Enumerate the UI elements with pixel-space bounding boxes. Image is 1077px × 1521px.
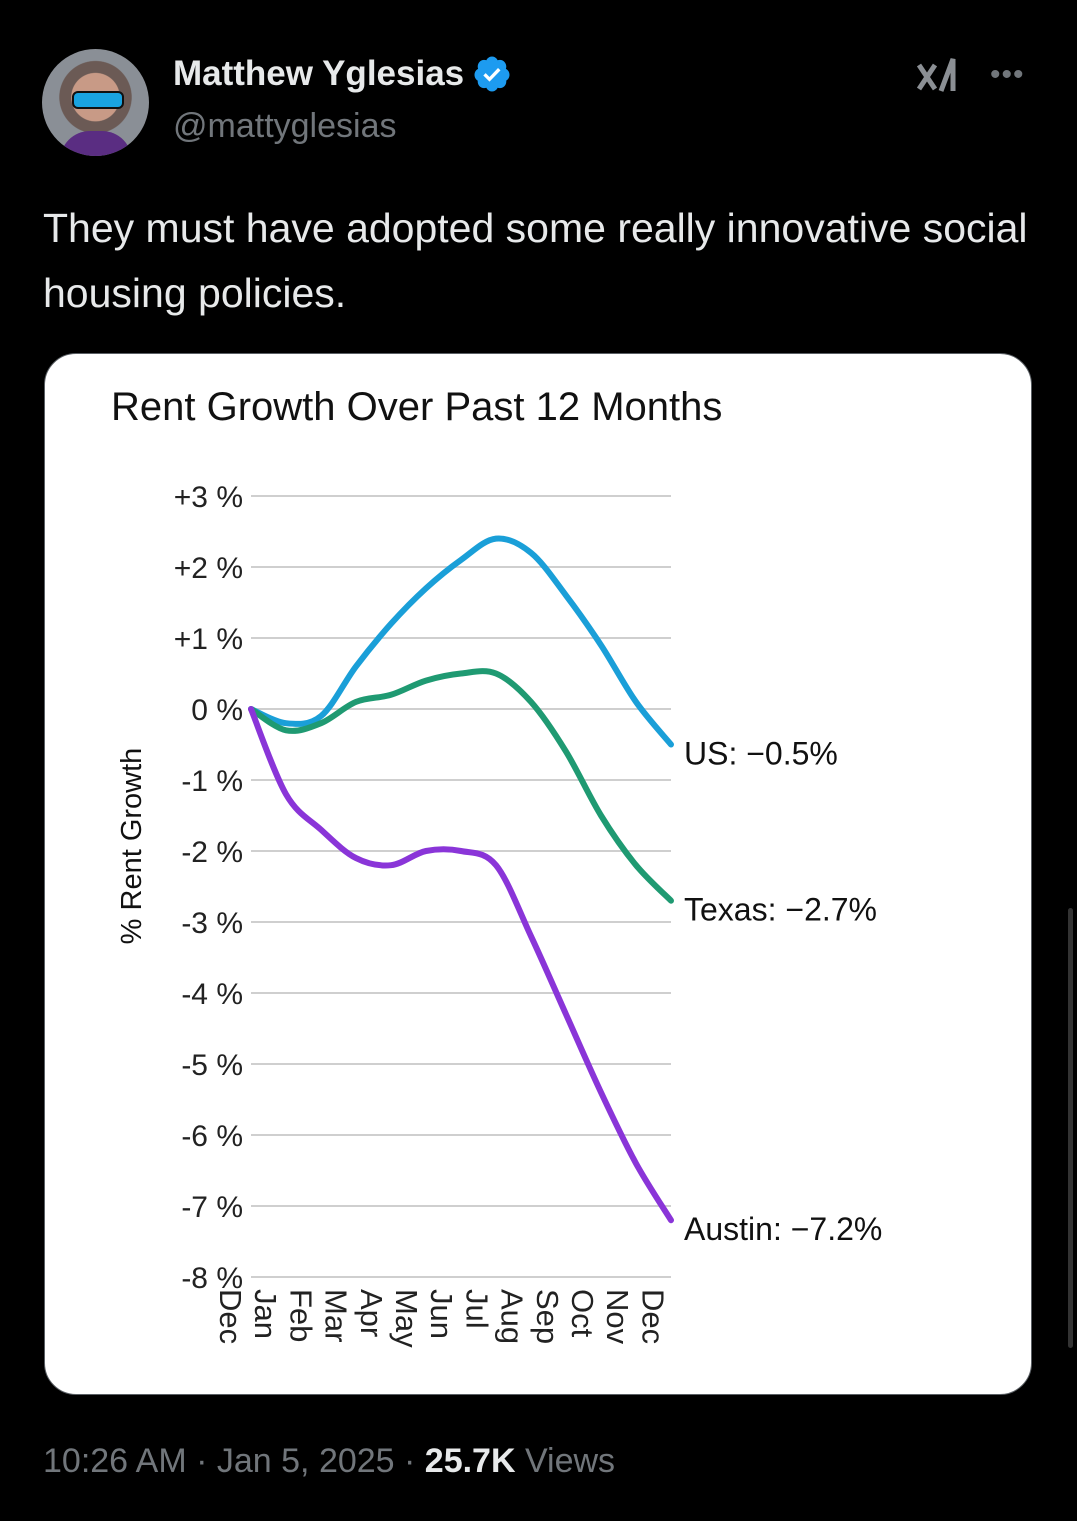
x-tick-label: Aug [495,1289,530,1344]
tweet-footer: 10:26 AM · Jan 5, 2025 · 25.7K Views [43,1442,615,1481]
series-line-us [248,535,674,748]
y-tick-label: -3 % [181,907,243,940]
scrollbar[interactable] [1068,908,1073,1348]
grok-icon[interactable] [915,55,959,95]
x-tick-label: Apr [354,1289,389,1337]
author-name[interactable]: Matthew Yglesias [173,54,465,93]
y-tick-label: -8 % [181,1262,243,1295]
y-tick-label: -6 % [181,1120,243,1153]
series-end-label-us: US: −0.5% [684,736,838,772]
chart-title: Rent Growth Over Past 12 Months [111,385,722,429]
series-line-texas [248,668,674,904]
tweet-text: They must have adopted some really innov… [43,205,1028,316]
avatar-shirt [60,131,132,156]
y-tick-label: 0 % [191,694,243,727]
series-line-austin [248,706,674,1224]
y-tick-label: -5 % [181,1049,243,1082]
avatar[interactable] [42,49,149,156]
chart-image-card[interactable]: Rent Growth Over Past 12 Months % Rent Gr… [44,353,1032,1395]
verified-badge-icon [474,56,510,92]
rent-growth-chart: Rent Growth Over Past 12 Months % Rent Gr… [111,385,882,1348]
y-tick-label: +2 % [174,552,243,585]
x-tick-label: Sep [530,1289,565,1344]
views-label: Views [515,1442,616,1480]
x-tick-label: Nov [600,1289,635,1345]
series-end-label-austin: Austin: −7.2% [684,1211,882,1247]
separator: · [186,1442,217,1480]
x-tick-label: Dec [213,1289,248,1344]
avatar-glasses [72,91,124,109]
tweet-time[interactable]: 10:26 AM [43,1442,187,1480]
y-tick-label: -7 % [181,1191,243,1224]
more-icon[interactable]: ••• [990,58,1025,91]
y-tick-label: +1 % [174,623,243,656]
x-tick-label: May [389,1289,424,1348]
author-handle[interactable]: @mattyglesias [173,107,397,145]
author-name-row[interactable]: Matthew Yglesias [173,54,512,94]
y-tick-label: -1 % [181,765,243,798]
views-count: 25.7K [424,1442,516,1480]
separator: · [394,1442,425,1480]
y-tick-label: +3 % [174,481,243,514]
y-tick-label: -4 % [181,978,243,1011]
x-tick-label: Jun [424,1289,459,1339]
tweet-date[interactable]: Jan 5, 2025 [216,1442,395,1480]
x-tick-label: Oct [565,1289,600,1338]
x-tick-label: Jul [459,1289,494,1329]
x-tick-label: Mar [319,1289,354,1342]
y-axis-label: % Rent Growth [116,748,148,945]
y-tick-label: -2 % [181,836,243,869]
x-tick-label: Feb [283,1289,318,1342]
x-tick-label: Jan [248,1289,283,1339]
x-tick-label: Dec [635,1289,670,1344]
series-end-label-texas: Texas: −2.7% [684,892,877,928]
